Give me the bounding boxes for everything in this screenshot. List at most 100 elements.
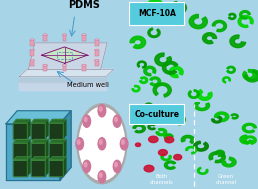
Polygon shape (238, 15, 253, 27)
Polygon shape (31, 123, 45, 139)
Polygon shape (243, 70, 256, 80)
Polygon shape (139, 110, 147, 115)
Ellipse shape (43, 64, 47, 66)
Circle shape (144, 165, 154, 172)
Ellipse shape (82, 34, 86, 36)
Polygon shape (27, 157, 30, 176)
Polygon shape (130, 36, 146, 49)
Circle shape (135, 143, 141, 146)
Ellipse shape (43, 34, 47, 36)
Circle shape (115, 117, 117, 122)
Bar (95, 40, 99, 46)
Circle shape (100, 107, 102, 111)
Polygon shape (169, 114, 185, 125)
FancyBboxPatch shape (129, 104, 184, 124)
Circle shape (113, 115, 121, 127)
Circle shape (100, 173, 102, 177)
Polygon shape (170, 2, 187, 14)
Polygon shape (163, 61, 178, 74)
Polygon shape (197, 90, 212, 100)
Polygon shape (13, 160, 27, 176)
Polygon shape (132, 85, 140, 92)
Circle shape (83, 115, 91, 127)
Ellipse shape (94, 49, 99, 51)
Circle shape (77, 140, 80, 144)
FancyBboxPatch shape (129, 2, 184, 25)
Polygon shape (63, 139, 66, 159)
Polygon shape (230, 35, 246, 48)
Polygon shape (45, 119, 48, 139)
Polygon shape (13, 157, 30, 160)
Bar (43, 35, 47, 41)
Bar (62, 35, 67, 41)
Ellipse shape (30, 49, 35, 51)
Polygon shape (31, 143, 45, 159)
Polygon shape (140, 77, 148, 84)
Polygon shape (27, 119, 30, 139)
Polygon shape (209, 152, 225, 163)
Polygon shape (212, 20, 227, 32)
Circle shape (174, 154, 182, 160)
Circle shape (115, 163, 117, 167)
Circle shape (100, 140, 102, 144)
Text: Both
channels: Both channels (149, 174, 173, 185)
Polygon shape (144, 66, 156, 76)
Bar (82, 35, 86, 41)
Polygon shape (19, 82, 106, 90)
Polygon shape (19, 69, 114, 77)
Polygon shape (181, 135, 195, 143)
Text: Medium well: Medium well (67, 82, 109, 88)
Ellipse shape (62, 34, 67, 36)
Ellipse shape (94, 39, 99, 41)
Polygon shape (189, 14, 207, 29)
Circle shape (165, 137, 174, 143)
Polygon shape (161, 154, 171, 160)
Polygon shape (137, 61, 146, 68)
Polygon shape (228, 13, 236, 19)
Polygon shape (156, 129, 167, 136)
Circle shape (83, 160, 91, 173)
Polygon shape (194, 141, 208, 151)
Circle shape (149, 136, 158, 143)
Polygon shape (215, 150, 224, 156)
Circle shape (84, 163, 87, 167)
Ellipse shape (94, 59, 99, 61)
Circle shape (98, 138, 106, 150)
Polygon shape (223, 77, 230, 83)
Polygon shape (155, 53, 171, 66)
Circle shape (79, 107, 125, 180)
Polygon shape (212, 116, 222, 123)
Bar (30, 60, 34, 66)
Polygon shape (63, 119, 66, 139)
Polygon shape (49, 143, 63, 159)
Polygon shape (27, 139, 30, 159)
Polygon shape (168, 4, 180, 13)
Polygon shape (186, 146, 197, 154)
Polygon shape (133, 124, 145, 133)
Polygon shape (45, 139, 48, 159)
Circle shape (131, 116, 138, 122)
Polygon shape (13, 143, 27, 159)
Polygon shape (227, 66, 235, 73)
Polygon shape (49, 139, 66, 143)
Circle shape (113, 160, 121, 173)
Circle shape (151, 106, 158, 111)
Polygon shape (13, 119, 30, 123)
Circle shape (120, 138, 128, 150)
Polygon shape (169, 67, 183, 78)
Ellipse shape (62, 64, 67, 66)
Polygon shape (19, 77, 106, 82)
Bar (30, 50, 34, 56)
Polygon shape (31, 119, 48, 123)
Polygon shape (153, 83, 171, 97)
Polygon shape (240, 135, 253, 144)
Polygon shape (49, 119, 66, 123)
Polygon shape (49, 160, 63, 176)
Polygon shape (164, 134, 173, 140)
Bar (95, 60, 99, 66)
Bar (62, 65, 67, 71)
Circle shape (158, 149, 167, 156)
Polygon shape (49, 123, 63, 139)
Polygon shape (13, 139, 30, 143)
Ellipse shape (82, 64, 86, 66)
